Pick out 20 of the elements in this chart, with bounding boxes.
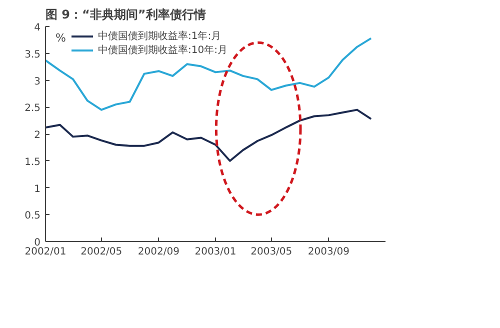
x-tick-label: 2003/05 [250, 246, 292, 258]
y-tick-label: 0.5 [24, 210, 41, 222]
y-tick-label: 2.5 [24, 103, 41, 114]
x-tick-label: 2002/01 [24, 246, 66, 258]
y-tick-label: 1 [34, 184, 41, 195]
y-axis-title: % [56, 32, 66, 44]
x-tick-label: 2002/05 [80, 246, 122, 258]
y-tick-label: 3.5 [24, 49, 41, 60]
legend-label: 中债国债到期收益率:10年:月 [98, 44, 228, 57]
legend-label: 中债国债到期收益率:1年:月 [98, 30, 222, 43]
y-tick-label: 0 [34, 238, 41, 248]
x-tick-label: 2002/09 [138, 246, 180, 258]
x-tick-label: 2003/01 [194, 246, 236, 258]
y-tick-label: 2 [34, 130, 41, 141]
y-tick-label: 4 [34, 22, 41, 34]
y-tick-label: 3 [34, 76, 41, 88]
y-tick-label: 1.5 [24, 156, 41, 168]
chart-title: 图 9：“非典期间”利率债行情 [46, 8, 206, 22]
x-tick-label: 2003/09 [308, 246, 350, 258]
line-series [46, 108, 372, 162]
